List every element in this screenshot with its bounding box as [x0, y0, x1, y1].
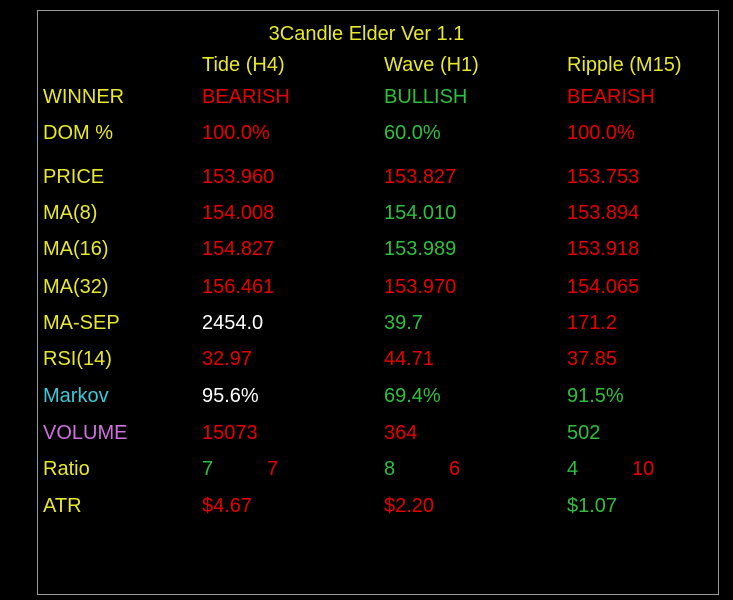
cell-value: 100.0% [567, 122, 635, 144]
cell-value: 7 [202, 458, 214, 480]
cell-value: 156.461 [202, 276, 275, 298]
column-header: Wave (H1) [384, 54, 479, 76]
cell-value: 2454.0 [202, 312, 264, 334]
cell-value: 32.97 [202, 348, 253, 370]
row-label: Ratio [43, 458, 90, 480]
panel-frame [37, 10, 719, 595]
cell-value: 154.008 [202, 202, 275, 224]
cell-value: 153.894 [567, 202, 640, 224]
cell-value: BEARISH [567, 86, 655, 108]
cell-value: BEARISH [202, 86, 290, 108]
row-label: DOM % [43, 122, 113, 144]
cell-value: 8 [384, 458, 396, 480]
row-label: MA-SEP [43, 312, 120, 334]
panel-title: 3Candle Elder Ver 1.1 [268, 23, 465, 45]
row-label: RSI(14) [43, 348, 112, 370]
cell-value: 153.970 [384, 276, 457, 298]
cell-value: 60.0% [384, 122, 441, 144]
row-label: ATR [43, 495, 82, 517]
cell-value: 154.010 [384, 202, 457, 224]
cell-value: 100.0% [202, 122, 270, 144]
cell-value: 153.753 [567, 166, 640, 188]
cell-value: 95.6% [202, 385, 259, 407]
row-label: WINNER [43, 86, 125, 108]
cell-value: 10 [632, 458, 655, 480]
cell-value: 154.827 [202, 238, 275, 260]
cell-value: 44.71 [384, 348, 435, 370]
row-label: MA(16) [43, 238, 109, 260]
cell-value: 153.960 [202, 166, 275, 188]
row-label: PRICE [43, 166, 105, 188]
cell-value: 154.065 [567, 276, 640, 298]
cell-value: 171.2 [567, 312, 618, 334]
cell-value: 153.918 [567, 238, 640, 260]
cell-value: $4.67 [202, 495, 253, 517]
cell-value: 502 [567, 422, 601, 444]
cell-value: 7 [267, 458, 279, 480]
cell-value: 91.5% [567, 385, 624, 407]
row-label: VOLUME [43, 422, 128, 444]
cell-value: 4 [567, 458, 579, 480]
cell-value: BULLISH [384, 86, 468, 108]
row-label: MA(32) [43, 276, 109, 298]
cell-value: 6 [449, 458, 461, 480]
row-label: Markov [43, 385, 109, 407]
cell-value: 364 [384, 422, 418, 444]
cell-value: 153.989 [384, 238, 457, 260]
column-header: Ripple (M15) [567, 54, 682, 76]
cell-value: 69.4% [384, 385, 441, 407]
cell-value: 153.827 [384, 166, 457, 188]
cell-value: $2.20 [384, 495, 435, 517]
row-label: MA(8) [43, 202, 98, 224]
cell-value: $1.07 [567, 495, 618, 517]
column-header: Tide (H4) [202, 54, 285, 76]
cell-value: 37.85 [567, 348, 618, 370]
cell-value: 15073 [202, 422, 258, 444]
cell-value: 39.7 [384, 312, 423, 334]
